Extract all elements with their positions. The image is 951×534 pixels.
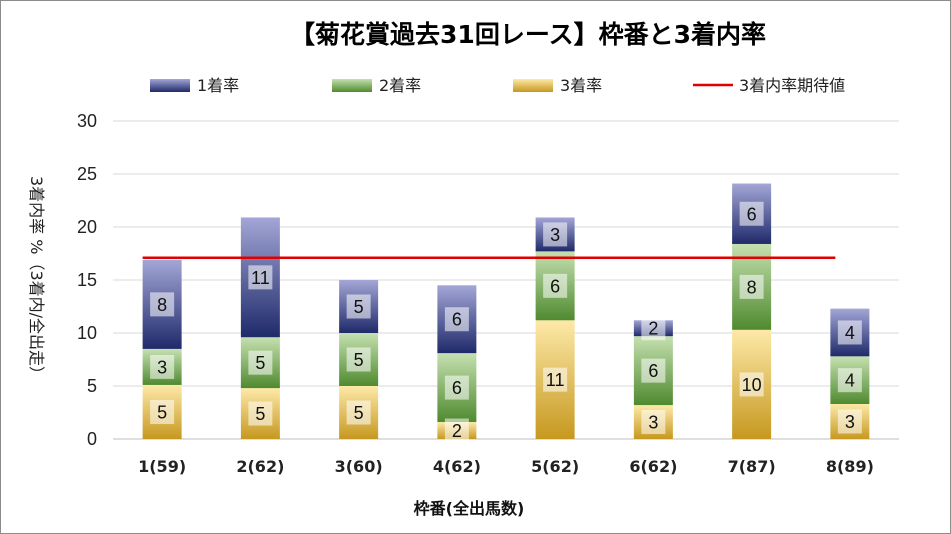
data-label-box: [150, 399, 175, 424]
chart-data-labels: 5 3 8 5 5 11 5 5 5 2 6 6 11 6 3 3 6 2 10 8 6 3 4 4: [150, 201, 862, 443]
legend-swatch-2nd: [332, 79, 372, 92]
data-label-box: [641, 316, 666, 341]
data-label-box: [543, 222, 568, 247]
data-label-box: [837, 320, 862, 345]
data-label-1st: 8: [157, 295, 167, 315]
data-label-box: [248, 350, 273, 375]
data-label-box: [641, 410, 666, 435]
data-label-3rd: 5: [157, 402, 167, 422]
data-label-1st: 4: [845, 323, 855, 343]
legend-label-1st: 1着率: [197, 76, 239, 95]
x-axis-ticks: 1(59) 2(62) 3(60) 4(62) 5(62) 6(62) 7(87) 8(89): [138, 457, 874, 476]
y-tick-label: 10: [77, 323, 97, 343]
chart-title: 【菊花賞過去31回レース】枠番と3着内率: [290, 20, 766, 49]
data-label-3rd: 10: [742, 375, 762, 395]
data-label-box: [150, 354, 175, 379]
data-label-box: [739, 201, 764, 226]
data-label-2nd: 3: [157, 357, 167, 377]
x-tick-label: 4(62): [433, 457, 481, 476]
data-label-box: [248, 401, 273, 426]
y-tick-label: 15: [77, 270, 97, 290]
data-label-box: [150, 292, 175, 317]
data-label-2nd: 6: [550, 276, 560, 296]
data-label-1st: 6: [747, 204, 757, 224]
data-label-1st: 3: [550, 225, 560, 245]
data-label-box: [739, 274, 764, 299]
data-label-box: [346, 400, 371, 425]
data-label-box: [248, 265, 273, 290]
data-label-1st: 6: [452, 310, 462, 330]
legend-swatch-3rd: [513, 79, 553, 92]
data-label-2nd: 5: [255, 353, 265, 373]
chart-gridlines: [113, 120, 899, 440]
data-label-2nd: 8: [747, 277, 757, 297]
y-tick-label: 20: [77, 217, 97, 237]
y-tick-label: 30: [77, 111, 97, 131]
data-label-3rd: 5: [255, 404, 265, 424]
data-label-box: [739, 372, 764, 397]
x-tick-label: 2(62): [236, 457, 284, 476]
chart-legend: 1着率 2着率 3着率 3着内率期待値: [150, 76, 845, 95]
legend-label-2nd: 2着率: [379, 76, 421, 95]
legend-label-expected: 3着内率期待値: [739, 76, 845, 95]
data-label-2nd: 6: [648, 361, 658, 381]
data-label-2nd: 6: [452, 378, 462, 398]
data-label-3rd: 3: [845, 412, 855, 432]
data-label-3rd: 5: [354, 403, 364, 423]
y-tick-label: 0: [87, 429, 97, 449]
data-label-3rd: 2: [452, 421, 462, 441]
data-label-box: [543, 367, 568, 392]
x-tick-label: 5(62): [531, 457, 579, 476]
legend-swatch-1st: [150, 79, 190, 92]
data-label-box: [837, 368, 862, 393]
data-label-box: [346, 294, 371, 319]
data-label-1st: 5: [354, 297, 364, 317]
x-tick-label: 8(89): [826, 457, 874, 476]
x-axis-title: 枠番(全出馬数): [414, 499, 525, 518]
legend-label-3rd: 3着率: [560, 76, 602, 95]
data-label-box: [346, 347, 371, 372]
y-axis-ticks: 0 5 10 15 20 25 30: [77, 111, 97, 449]
data-label-3rd: 11: [546, 370, 565, 390]
x-tick-label: 1(59): [138, 457, 186, 476]
data-label-box: [543, 273, 568, 298]
x-tick-label: 3(60): [335, 457, 383, 476]
data-label-3rd: 3: [648, 413, 658, 433]
y-tick-label: 25: [77, 164, 97, 184]
x-tick-label: 6(62): [629, 457, 677, 476]
data-label-2nd: 5: [354, 350, 364, 370]
data-label-box: [444, 375, 469, 400]
data-label-box: [837, 409, 862, 434]
data-label-box: [444, 307, 469, 332]
data-label-box: [641, 358, 666, 383]
data-label-1st: 2: [648, 319, 658, 339]
data-label-1st: 11: [251, 268, 270, 288]
data-label-2nd: 4: [845, 371, 855, 391]
y-axis-title: 3着内率 %（3着内/全出走）: [27, 176, 46, 382]
y-tick-label: 5: [87, 376, 97, 396]
data-label-box: [444, 418, 469, 443]
x-tick-label: 7(87): [728, 457, 776, 476]
